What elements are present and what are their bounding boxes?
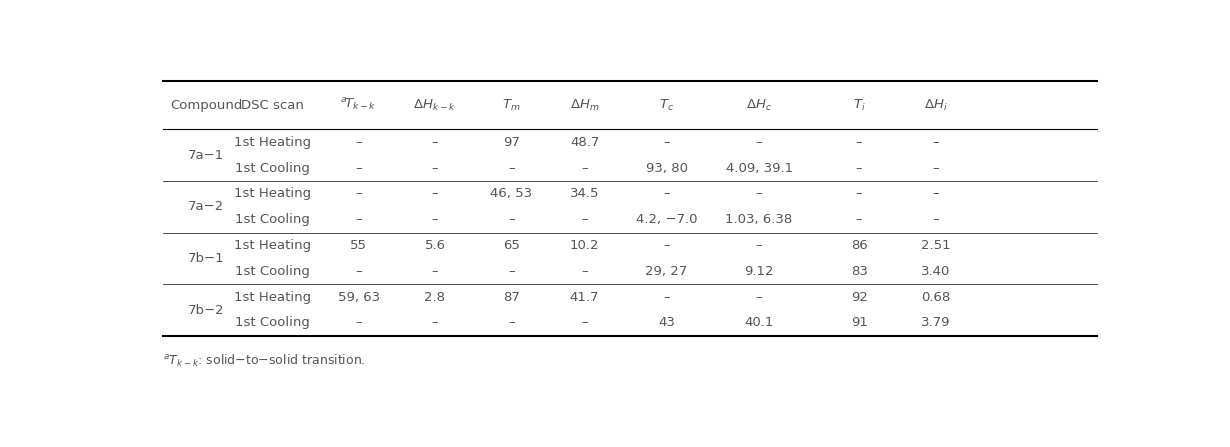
Text: DSC scan: DSC scan bbox=[241, 99, 304, 112]
Text: –: – bbox=[432, 187, 438, 200]
Text: –: – bbox=[582, 213, 588, 226]
Text: –: – bbox=[582, 161, 588, 175]
Text: –: – bbox=[932, 161, 938, 175]
Text: –: – bbox=[508, 213, 514, 226]
Text: 7a−1: 7a−1 bbox=[188, 149, 224, 162]
Text: 10.2: 10.2 bbox=[569, 239, 599, 252]
Text: –: – bbox=[582, 265, 588, 278]
Text: –: – bbox=[432, 161, 438, 175]
Text: 2.8: 2.8 bbox=[424, 291, 445, 304]
Text: –: – bbox=[432, 136, 438, 149]
Text: –: – bbox=[932, 187, 938, 200]
Text: 2.51: 2.51 bbox=[920, 239, 951, 252]
Text: $\Delta H_{i}$: $\Delta H_{i}$ bbox=[924, 98, 947, 113]
Text: –: – bbox=[663, 291, 670, 304]
Text: 91: 91 bbox=[851, 316, 867, 329]
Text: –: – bbox=[856, 161, 862, 175]
Text: –: – bbox=[856, 136, 862, 149]
Text: 5.6: 5.6 bbox=[424, 239, 445, 252]
Text: –: – bbox=[508, 265, 514, 278]
Text: 83: 83 bbox=[851, 265, 867, 278]
Text: –: – bbox=[355, 187, 362, 200]
Text: –: – bbox=[582, 316, 588, 329]
Text: 34.5: 34.5 bbox=[569, 187, 599, 200]
Text: 29, 27: 29, 27 bbox=[646, 265, 688, 278]
Text: 1st Heating: 1st Heating bbox=[235, 291, 311, 304]
Text: 7b−2: 7b−2 bbox=[188, 304, 225, 316]
Text: –: – bbox=[432, 213, 438, 226]
Text: –: – bbox=[355, 213, 362, 226]
Text: 97: 97 bbox=[503, 136, 519, 149]
Text: 1st Heating: 1st Heating bbox=[235, 239, 311, 252]
Text: –: – bbox=[355, 136, 362, 149]
Text: 1.03, 6.38: 1.03, 6.38 bbox=[726, 213, 792, 226]
Text: 1st Cooling: 1st Cooling bbox=[235, 316, 310, 329]
Text: –: – bbox=[355, 265, 362, 278]
Text: 41.7: 41.7 bbox=[569, 291, 599, 304]
Text: 4.09, 39.1: 4.09, 39.1 bbox=[726, 161, 792, 175]
Text: 1st Heating: 1st Heating bbox=[235, 187, 311, 200]
Text: –: – bbox=[932, 136, 938, 149]
Text: –: – bbox=[508, 161, 514, 175]
Text: 4.2, −7.0: 4.2, −7.0 bbox=[636, 213, 697, 226]
Text: –: – bbox=[755, 187, 763, 200]
Text: –: – bbox=[355, 161, 362, 175]
Text: 7a−2: 7a−2 bbox=[188, 200, 224, 213]
Text: 86: 86 bbox=[851, 239, 867, 252]
Text: $T_{i}$: $T_{i}$ bbox=[852, 98, 866, 113]
Text: –: – bbox=[932, 213, 938, 226]
Text: 59, 63: 59, 63 bbox=[338, 291, 380, 304]
Text: 9.12: 9.12 bbox=[744, 265, 774, 278]
Text: 1st Cooling: 1st Cooling bbox=[235, 265, 310, 278]
Text: $\Delta H_{c}$: $\Delta H_{c}$ bbox=[747, 98, 772, 113]
Text: 1st Cooling: 1st Cooling bbox=[235, 161, 310, 175]
Text: $\Delta H_{m}$: $\Delta H_{m}$ bbox=[569, 98, 599, 113]
Text: $^{a}T_{k-k}$: solid$-$to$-$solid transition.: $^{a}T_{k-k}$: solid$-$to$-$solid transi… bbox=[164, 353, 365, 369]
Text: –: – bbox=[432, 316, 438, 329]
Text: $T_{m}$: $T_{m}$ bbox=[502, 98, 520, 113]
Text: –: – bbox=[856, 187, 862, 200]
Text: –: – bbox=[755, 291, 763, 304]
Text: 65: 65 bbox=[503, 239, 519, 252]
Text: $T_{c}$: $T_{c}$ bbox=[659, 98, 674, 113]
Text: –: – bbox=[508, 316, 514, 329]
Text: 40.1: 40.1 bbox=[744, 316, 774, 329]
Text: 43: 43 bbox=[658, 316, 675, 329]
Text: 87: 87 bbox=[503, 291, 519, 304]
Text: 3.79: 3.79 bbox=[921, 316, 950, 329]
Text: 46, 53: 46, 53 bbox=[491, 187, 533, 200]
Text: –: – bbox=[663, 187, 670, 200]
Text: 1st Heating: 1st Heating bbox=[235, 136, 311, 149]
Text: 1st Cooling: 1st Cooling bbox=[235, 213, 310, 226]
Text: 55: 55 bbox=[351, 239, 368, 252]
Text: –: – bbox=[755, 136, 763, 149]
Text: –: – bbox=[663, 136, 670, 149]
Text: Compound: Compound bbox=[170, 99, 242, 112]
Text: –: – bbox=[355, 316, 362, 329]
Text: 3.40: 3.40 bbox=[921, 265, 950, 278]
Text: 48.7: 48.7 bbox=[569, 136, 599, 149]
Text: –: – bbox=[755, 239, 763, 252]
Text: $\Delta H_{k-k}$: $\Delta H_{k-k}$ bbox=[413, 98, 456, 113]
Text: $^{a}\!T_{k-k}$: $^{a}\!T_{k-k}$ bbox=[341, 97, 376, 114]
Text: –: – bbox=[663, 239, 670, 252]
Text: –: – bbox=[432, 265, 438, 278]
Text: 92: 92 bbox=[851, 291, 867, 304]
Text: 0.68: 0.68 bbox=[921, 291, 950, 304]
Text: 7b−1: 7b−1 bbox=[188, 252, 225, 265]
Text: –: – bbox=[856, 213, 862, 226]
Text: 93, 80: 93, 80 bbox=[646, 161, 688, 175]
